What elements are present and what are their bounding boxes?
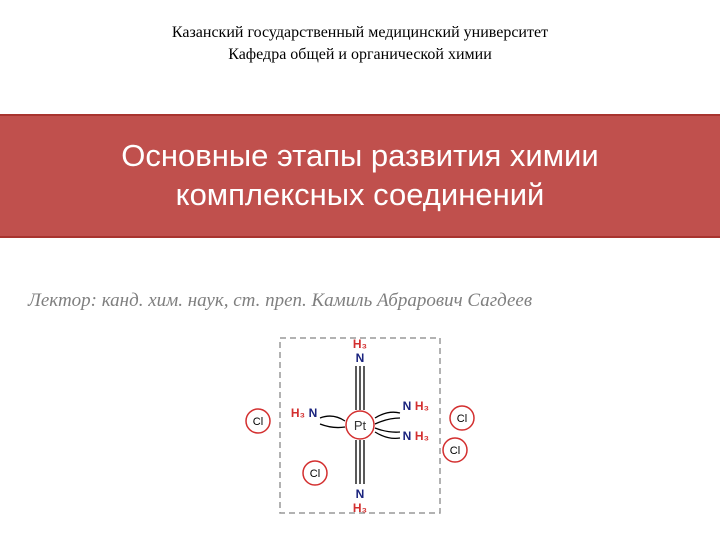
- svg-text:N: N: [403, 429, 412, 443]
- svg-text:H₃: H₃: [353, 337, 367, 351]
- cl-right-upper: Cl: [450, 406, 474, 430]
- molecular-diagram: Pt H₃ N N H₃ H₃ N H₃ N: [210, 318, 510, 533]
- svg-text:H₃: H₃: [353, 501, 367, 515]
- svg-text:Cl: Cl: [310, 468, 320, 480]
- svg-text:N: N: [356, 487, 365, 501]
- svg-text:H₃: H₃: [415, 399, 429, 413]
- svg-text:Cl: Cl: [457, 413, 467, 425]
- department-name: Кафедра общей и органической химии: [0, 44, 720, 66]
- svg-text:Cl: Cl: [253, 416, 263, 428]
- svg-text:H₃: H₃: [291, 406, 305, 420]
- svg-text:H₃: H₃: [415, 429, 429, 443]
- svg-text:N: N: [356, 351, 365, 365]
- slide: Казанский государственный медицинский ун…: [0, 0, 720, 540]
- slide-header: Казанский государственный медицинский ун…: [0, 22, 720, 65]
- svg-text:N: N: [309, 406, 318, 420]
- svg-text:N: N: [403, 399, 412, 413]
- university-name: Казанский государственный медицинский ун…: [0, 22, 720, 44]
- lecturer-line: Лектор: канд. хим. наук, ст. преп. Камил…: [28, 290, 532, 312]
- svg-text:Cl: Cl: [450, 445, 460, 457]
- cl-left: Cl: [246, 409, 270, 433]
- title-text: Основные этапы развития химии комплексны…: [0, 137, 720, 215]
- title-block: Основные этапы развития химии комплексны…: [0, 114, 720, 238]
- svg-text:Pt: Pt: [354, 418, 367, 433]
- cl-right-lower: Cl: [443, 438, 467, 462]
- cl-bottom-left: Cl: [303, 461, 327, 485]
